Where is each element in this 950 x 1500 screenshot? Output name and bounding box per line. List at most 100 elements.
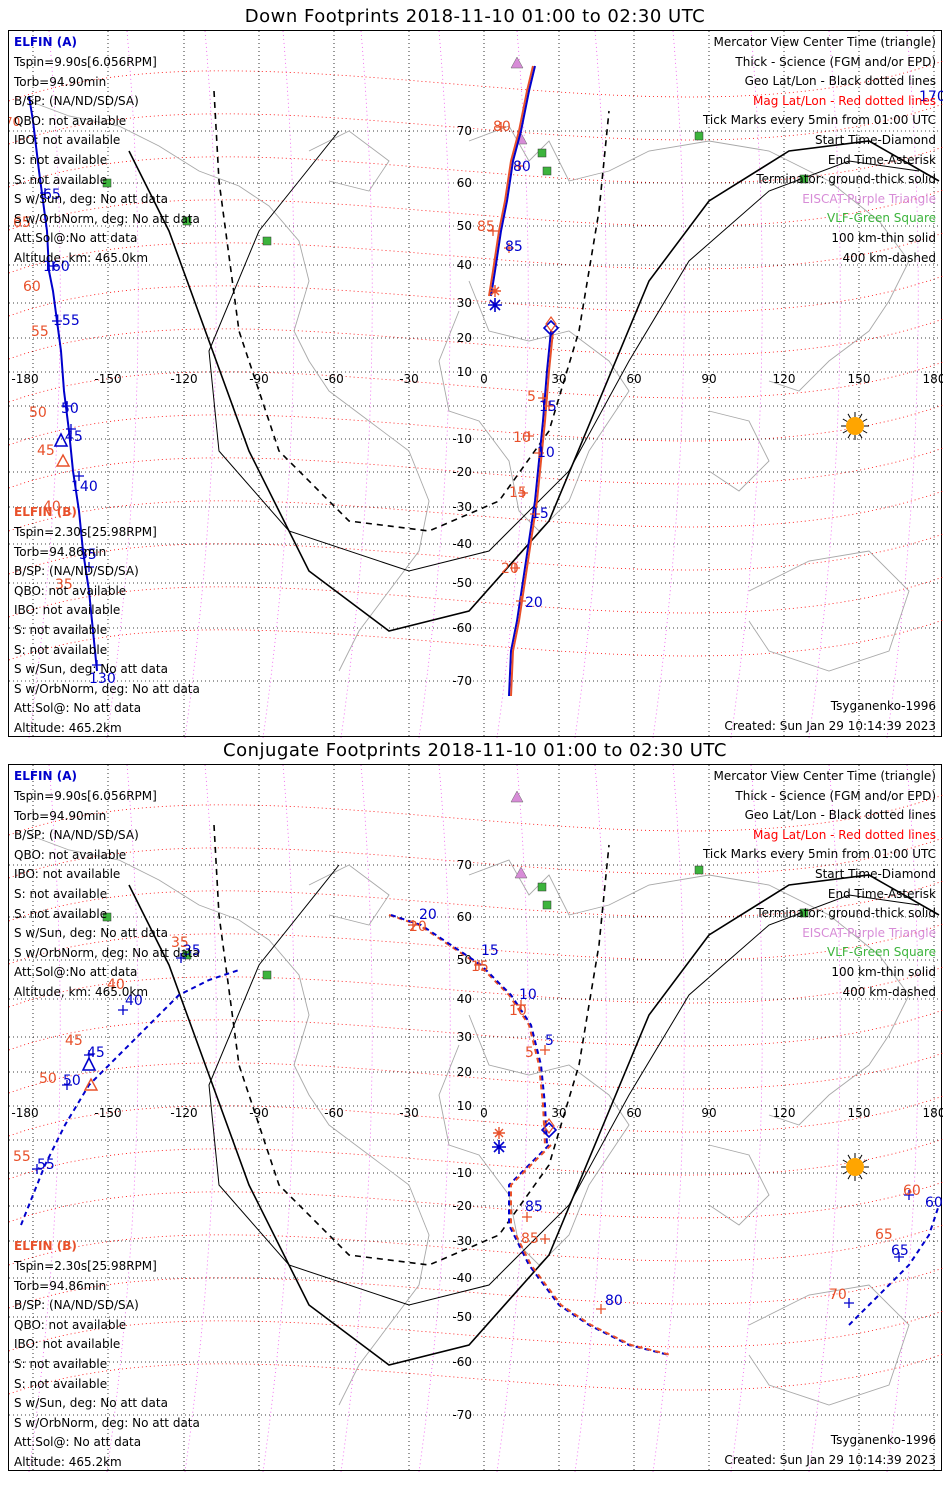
- eiscat-triangle-icon: [514, 866, 528, 879]
- mag-lon-line: [262, 765, 295, 1472]
- legend-entry: Mercator View Center Time (triangle): [713, 35, 936, 49]
- elfin-a-time-label: 60: [23, 279, 41, 295]
- vlf-square-icon: [694, 131, 704, 141]
- elfin-a-time-label: 70: [9, 115, 20, 129]
- tick-mark: [596, 1304, 606, 1314]
- lat-tick-label: -20: [452, 465, 472, 479]
- terminator-100km-line: [208, 130, 920, 572]
- mag-lat-line: [9, 1353, 943, 1395]
- lon-tick-label: -90: [249, 1106, 269, 1120]
- elfin-a-time-label: 55: [31, 324, 49, 340]
- legend-entry: Geo Lat/Lon - Black dotted lines: [744, 808, 936, 823]
- elfin-b-time-label: 5: [545, 1033, 554, 1049]
- tick-mark: [540, 1234, 550, 1244]
- lat-tick-label: -30: [452, 1234, 472, 1248]
- elfin-b-time-label: 10: [513, 430, 531, 446]
- elfin-b-info-line: Altitude: 465.2km: [14, 721, 122, 735]
- start-diamond-icon: [540, 1121, 558, 1139]
- center-time-triangle-icon: [55, 453, 71, 467]
- tick-mark: [66, 424, 76, 434]
- elfin-b-info-line: IBO: not available: [14, 1337, 121, 1352]
- tick-mark: [510, 563, 520, 573]
- mag-lat-line: [9, 361, 943, 403]
- tick-mark: [52, 316, 62, 326]
- elfin-b-time-label: 80: [513, 159, 531, 175]
- center-time-triangle-icon: [83, 1077, 99, 1091]
- map-canvas[interactable]: -180 -150 -120 -90 -60 -30 0 30 60 90 120 150 180 70 6…: [9, 765, 943, 1472]
- tick-mark: [538, 393, 548, 403]
- elfin-a-label: ELFIN (A): [14, 769, 77, 783]
- tick-mark: [92, 660, 102, 670]
- elfin-b-label: ELFIN (B): [14, 505, 77, 519]
- mag-lon-line: [496, 31, 529, 738]
- coastline: [438, 1014, 630, 1266]
- elfin-a-time-label: 60: [903, 1183, 921, 1199]
- mag-lon-line: [340, 31, 373, 738]
- lon-tick-label: -30: [399, 372, 419, 386]
- lon-tick-label: 0: [480, 1106, 488, 1120]
- lon-tick-label: -180: [11, 1106, 38, 1120]
- elfin-a-info-line: Tspin=9.90s[6.056RPM]: [14, 789, 157, 803]
- elfin-b-track: [508, 330, 552, 697]
- lon-tick-label: 180: [923, 372, 943, 386]
- tick-mark: [40, 188, 50, 198]
- elfin-a-time-label: 45: [65, 1033, 83, 1049]
- center-time-triangle-icon: [53, 432, 69, 447]
- mag-lon-line: [652, 765, 685, 1472]
- lon-tick-label: 180: [923, 1106, 943, 1120]
- legend-entry: Mag Lat/Lon - Red dotted lines: [752, 827, 936, 842]
- elfin-a-time-label: 40: [125, 993, 143, 1009]
- mag-lon-line: [184, 31, 217, 738]
- elfin-a-time-label: 170: [919, 89, 943, 105]
- tick-mark: [544, 401, 554, 411]
- lon-tick-label: -180: [11, 372, 38, 386]
- elfin-b-info-line: S w/OrbNorm, deg: No att data: [14, 681, 200, 696]
- elfin-b-time-label: 15: [481, 943, 499, 959]
- lon-tick-label: -60: [324, 372, 344, 386]
- elfin-a-time-label: 35: [79, 547, 97, 563]
- elfin-a-info-line: S w/OrbNorm, deg: No att data: [14, 211, 200, 226]
- elfin-a-info-line: S: not available: [14, 887, 108, 901]
- vlf-square-icon: [262, 236, 272, 246]
- map-panel-down: -180 -150 -120 -90 -60 -30 0 30 60 90 120 150 180 70 6…: [8, 30, 943, 738]
- lat-tick-label: -50: [452, 576, 472, 590]
- mag-lat-line: [9, 232, 943, 274]
- elfin-b-time-label: 85: [525, 1199, 543, 1215]
- elfin-a-time-label: 35: [171, 935, 189, 951]
- legend-entry: Terminator: ground-thick solid: [756, 906, 936, 921]
- panel-title: Down Footprints 2018-11-10 01:00 to 02:3…: [244, 6, 706, 27]
- sun-ray: [862, 1159, 868, 1163]
- elfin-a-info-line: Att.Sol@:No att data: [14, 965, 138, 980]
- lon-tick-label: 120: [773, 1106, 796, 1120]
- elfin-a-time-label: 45: [87, 1045, 105, 1061]
- mag-lat-line: [9, 275, 943, 317]
- elfin-a-time-label: 55: [37, 1157, 55, 1173]
- elfin-a-info-line: QBO: not available: [14, 847, 127, 862]
- mag-lon-line: [574, 765, 607, 1472]
- mag-lon-line: [574, 31, 607, 738]
- lat-tick-label: 70: [457, 858, 472, 872]
- lat-tick-label: -40: [452, 537, 472, 551]
- map-canvas[interactable]: -180 -150 -120 -90 -60 -30 0 30 60 90 120 150 180 70 6…: [9, 31, 943, 738]
- sun-ray: [847, 1174, 851, 1180]
- elfin-b-time-label: 20: [419, 907, 437, 923]
- lon-tick-label: 60: [626, 372, 641, 386]
- vlf-square-icon: [182, 950, 192, 960]
- elfin-a-time-label: 70: [829, 1287, 847, 1303]
- elfin-b-time-label: 85: [477, 219, 495, 235]
- legend-entry: End Time-Asterisk: [827, 152, 936, 167]
- coastline: [748, 550, 910, 672]
- elfin-a-time-label: 60: [925, 1195, 943, 1211]
- legend-entry: Tick Marks every 5min from 01:00 UTC: [702, 113, 936, 128]
- sun-ray: [842, 1159, 848, 1163]
- legend-entry: Tick Marks every 5min from 01:00 UTC: [702, 847, 936, 862]
- elfin-a-info-line: QBO: not available: [14, 113, 127, 128]
- end-asterisk-icon: [488, 298, 502, 312]
- elfin-b-info-line: B/SP: (NA/ND/SD/SA): [14, 1298, 139, 1313]
- sun-ray: [859, 413, 863, 419]
- lat-tick-label: -60: [452, 1355, 472, 1369]
- tick-mark: [496, 122, 506, 132]
- lat-tick-label: 10: [457, 365, 472, 379]
- lat-tick-label: 60: [457, 910, 472, 924]
- sun-ray: [847, 1154, 851, 1160]
